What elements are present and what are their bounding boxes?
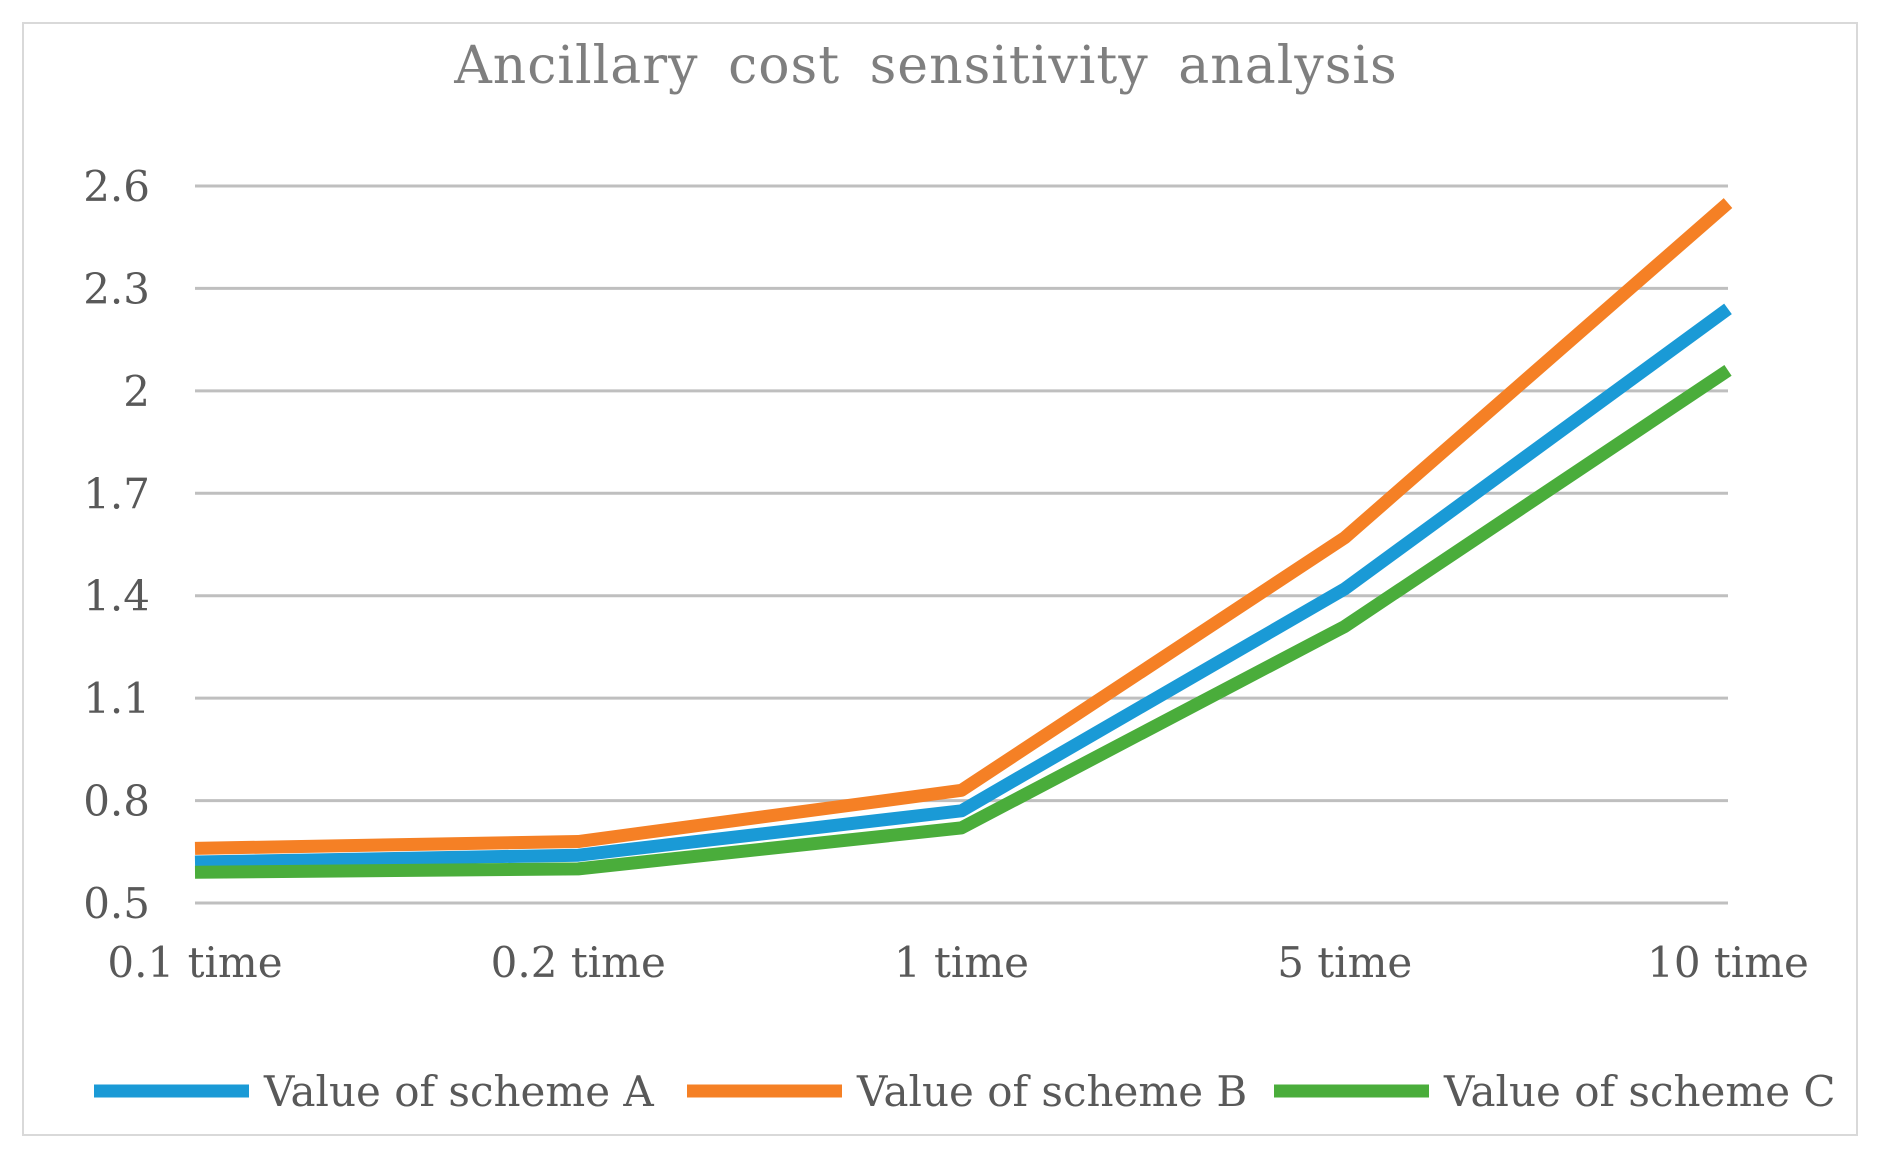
- y-axis-ticks: 0.5 0.8 1.1 1.4 1.7 2 2.3 2.6: [83, 162, 150, 928]
- x-tick-label: 0.2 time: [491, 938, 666, 987]
- y-tick-label: 1.7: [83, 469, 150, 518]
- y-tick-label: 2.3: [83, 264, 150, 313]
- x-tick-label: 10 time: [1647, 938, 1809, 987]
- legend: Value of scheme A Value of scheme B Value …: [94, 1067, 1836, 1116]
- chart-frame: [22, 22, 1858, 1136]
- x-tick-label: 5 time: [1277, 938, 1412, 987]
- y-tick-label: 1.1: [83, 674, 150, 723]
- y-tick-label: 0.8: [83, 777, 150, 826]
- y-tick-label: 2: [123, 367, 150, 416]
- y-tick-label: 0.5: [83, 879, 150, 928]
- x-tick-label: 0.1 time: [107, 938, 282, 987]
- y-tick-label: 1.4: [83, 572, 150, 621]
- series-line-a: [194, 303, 1732, 869]
- series-lines: [194, 198, 1733, 879]
- chart-title: Ancillary cost sensitivity analysis: [453, 36, 1397, 96]
- legend-label: Value of scheme B: [856, 1067, 1247, 1116]
- series-line-c: [194, 364, 1732, 879]
- series-line-b: [194, 198, 1733, 855]
- x-axis-ticks: 0.1 time 0.2 time 1 time 5 time 10 time: [107, 938, 1808, 987]
- y-tick-label: 2.6: [83, 162, 150, 211]
- legend-label: Value of scheme A: [263, 1067, 654, 1116]
- gridlines: [195, 184, 1728, 905]
- x-tick-label: 1 time: [894, 938, 1029, 987]
- legend-label: Value of scheme C: [1443, 1067, 1836, 1116]
